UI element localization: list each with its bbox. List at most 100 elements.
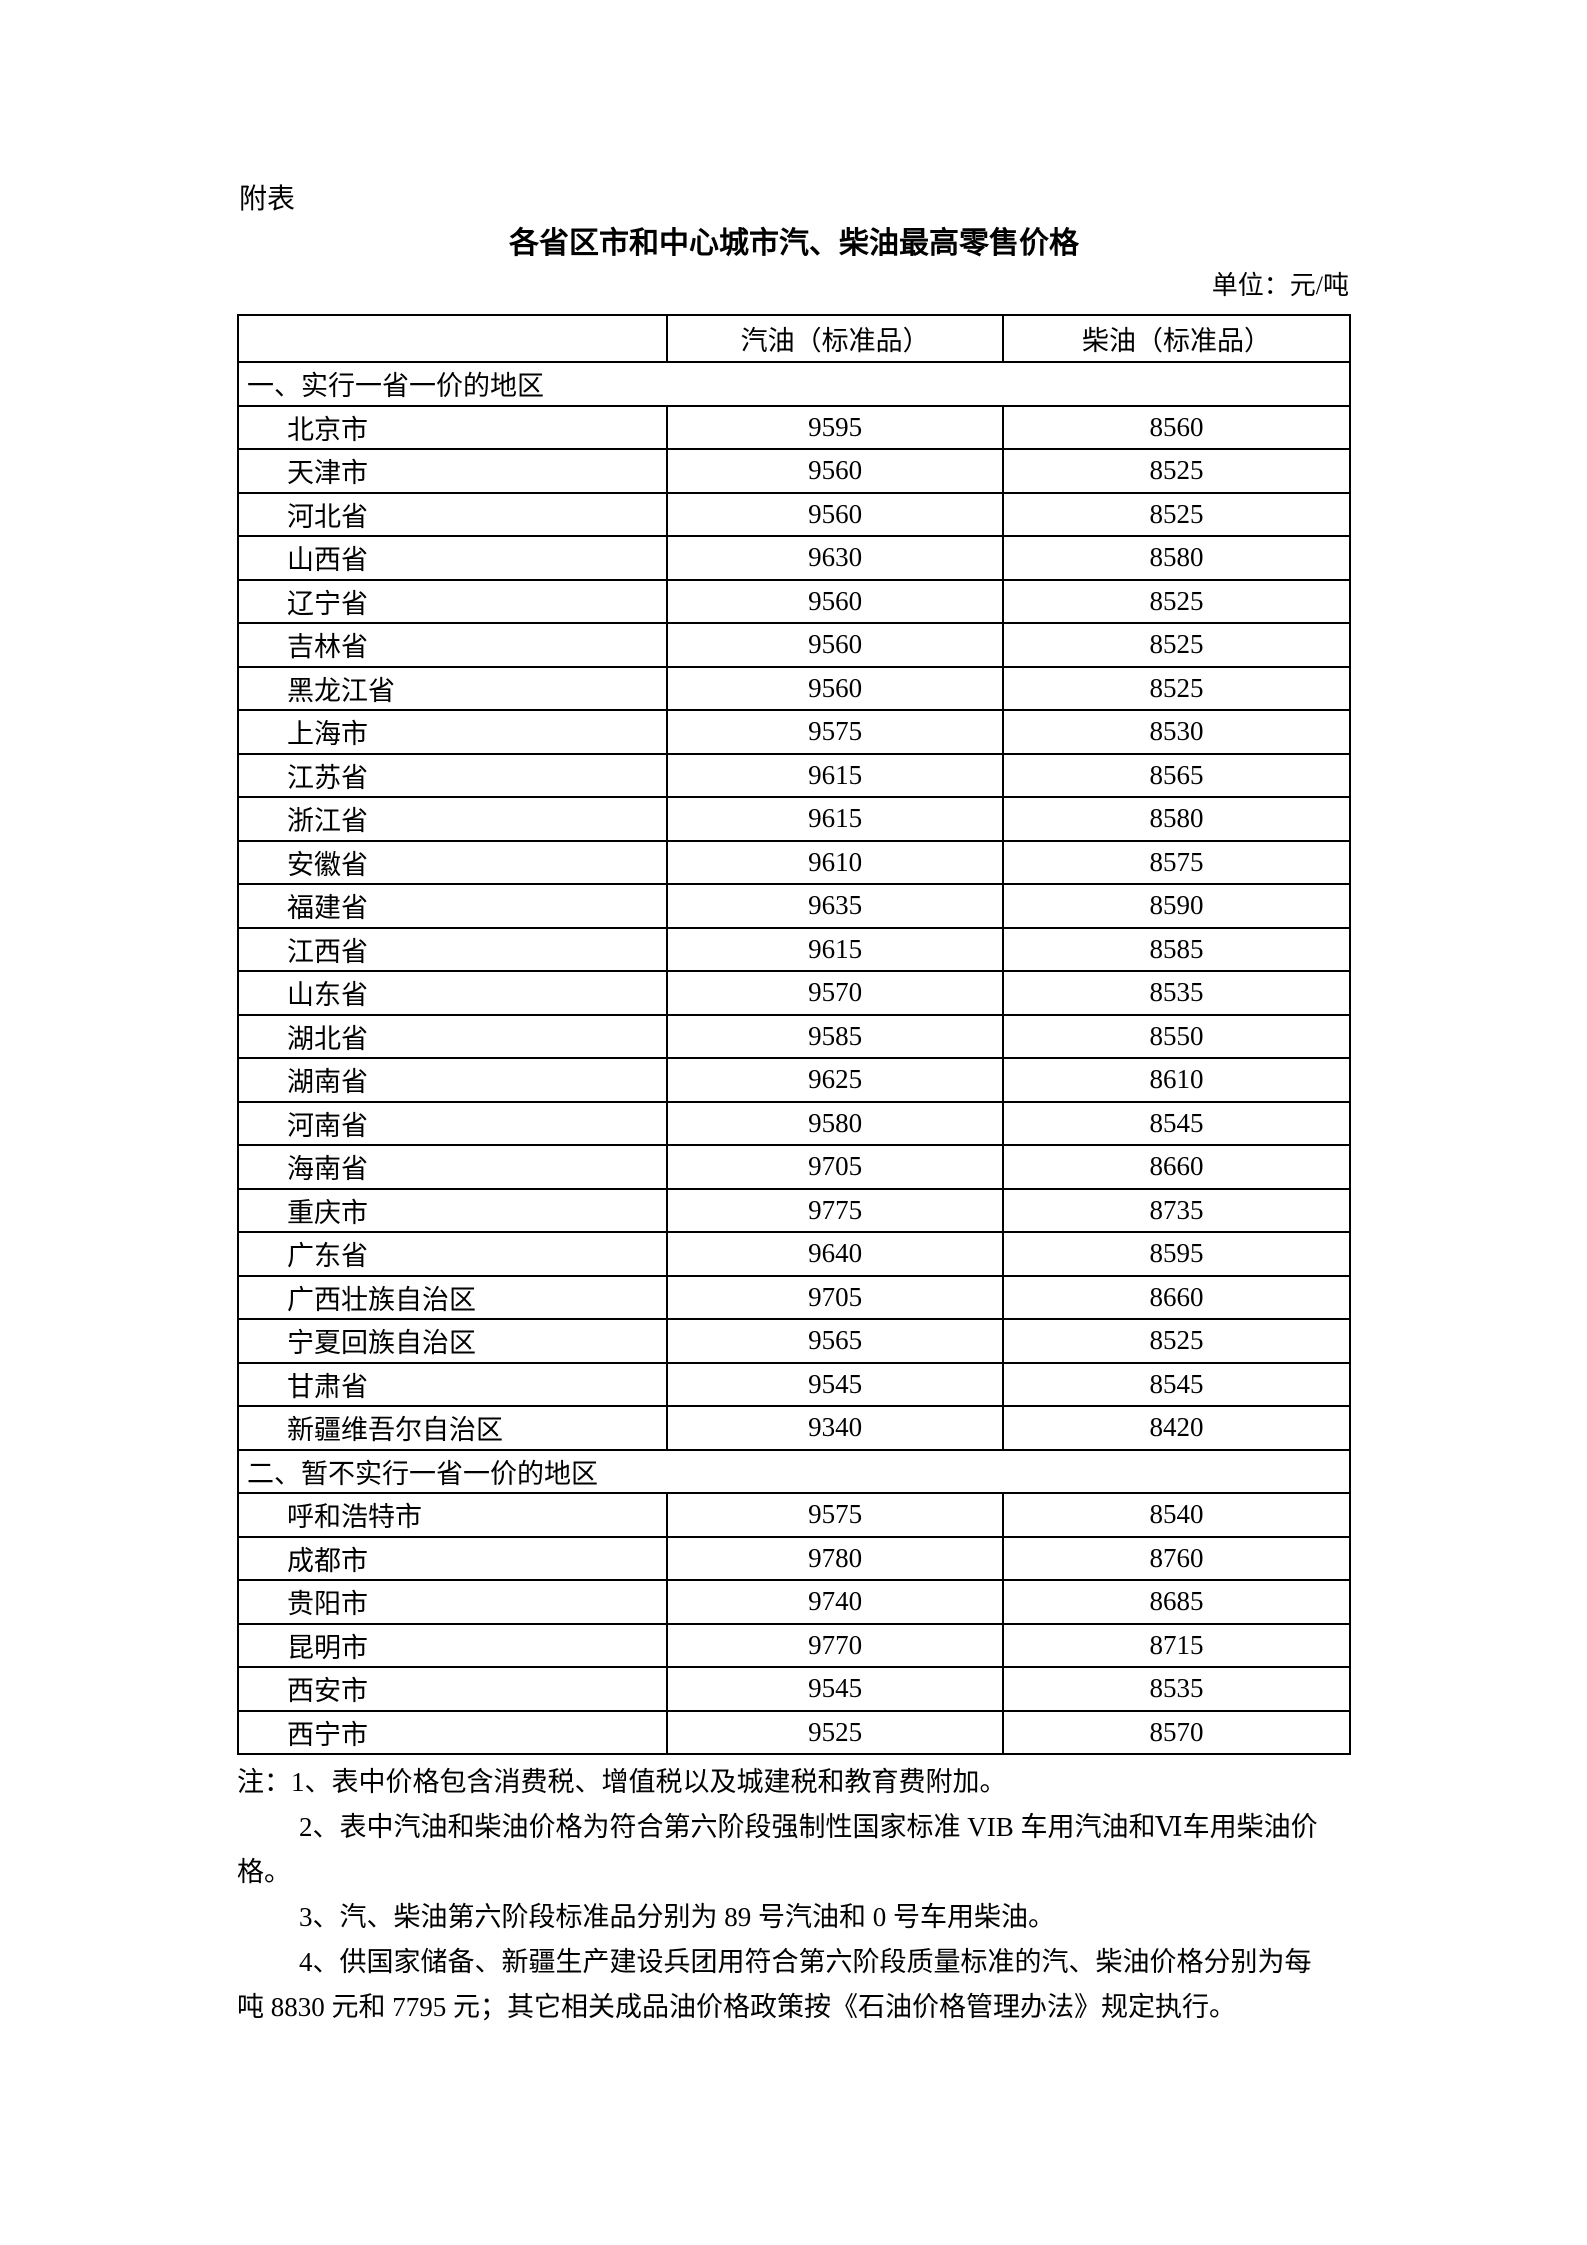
gasoline-price: 9770 [666, 1622, 1005, 1668]
diesel-price: 8525 [1002, 448, 1351, 494]
region-name: 吉林省 [236, 622, 669, 668]
table-row: 贵阳市 9740 8685 [236, 1579, 1351, 1625]
gasoline-price: 9560 [666, 578, 1005, 624]
table-row: 新疆维吾尔自治区 9340 8420 [236, 1405, 1351, 1451]
table-row: 江苏省 9615 8565 [236, 752, 1351, 798]
region-name: 广东省 [236, 1231, 669, 1277]
region-name: 湖北省 [236, 1013, 669, 1059]
diesel-price: 8760 [1002, 1535, 1351, 1581]
table-row: 江西省 9615 8585 [236, 926, 1351, 972]
gasoline-price: 9615 [666, 796, 1005, 842]
page-title: 各省区市和中心城市汽、柴油最高零售价格 [509, 227, 1079, 260]
diesel-price: 8525 [1002, 665, 1351, 711]
table-row: 安徽省 9610 8575 [236, 839, 1351, 885]
gasoline-price: 9630 [666, 535, 1005, 581]
gasoline-price: 9625 [666, 1057, 1005, 1103]
table-row: 海南省 9705 8660 [236, 1144, 1351, 1190]
gasoline-price: 9560 [666, 448, 1005, 494]
table-row: 广西壮族自治区 9705 8660 [236, 1274, 1351, 1320]
diesel-price: 8420 [1002, 1405, 1351, 1451]
table-row: 天津市 9560 8525 [236, 448, 1351, 494]
gasoline-price: 9560 [666, 491, 1005, 537]
diesel-price: 8735 [1002, 1187, 1351, 1233]
table-row: 吉林省 9560 8525 [236, 622, 1351, 668]
gasoline-column-header: 汽油（标准品） [666, 314, 1005, 363]
region-name: 山东省 [236, 970, 669, 1016]
table-row: 山西省 9630 8580 [236, 535, 1351, 581]
gasoline-price: 9610 [666, 839, 1005, 885]
diesel-price: 8575 [1002, 839, 1351, 885]
table-row: 宁夏回族自治区 9565 8525 [236, 1318, 1351, 1364]
section-header-row: 一、实行一省一价的地区 [237, 361, 1351, 407]
region-name: 天津市 [236, 448, 669, 494]
footnotes: 注：1、表中价格包含消费税、增值税以及城建税和教育费附加。 2、表中汽油和柴油价格… [237, 1760, 1377, 2030]
table-row: 福建省 9635 8590 [236, 883, 1351, 929]
diesel-price: 8545 [1002, 1361, 1351, 1407]
gasoline-price: 9640 [666, 1231, 1005, 1277]
diesel-price: 8595 [1002, 1231, 1351, 1277]
diesel-price: 8590 [1002, 883, 1351, 929]
table-row: 湖南省 9625 8610 [236, 1057, 1351, 1103]
region-name: 浙江省 [236, 796, 669, 842]
footnote-line: 4、供国家储备、新疆生产建设兵团用符合第六阶段质量标准的汽、柴油价格分别为每 [299, 1947, 1312, 1977]
diesel-price: 8525 [1002, 578, 1351, 624]
section-title: 二、暂不实行一省一价的地区 [237, 1448, 1351, 1494]
table-row: 湖北省 9585 8550 [236, 1013, 1351, 1059]
region-name: 江西省 [236, 926, 669, 972]
region-name: 海南省 [236, 1144, 669, 1190]
diesel-price: 8660 [1002, 1144, 1351, 1190]
diesel-price: 8570 [1002, 1709, 1351, 1755]
gasoline-price: 9705 [666, 1274, 1005, 1320]
region-name: 甘肃省 [236, 1361, 669, 1407]
footnote-line: 注：1、表中价格包含消费税、增值税以及城建税和教育费附加。 [237, 1767, 1007, 1797]
region-name: 辽宁省 [236, 578, 669, 624]
diesel-column-header: 柴油（标准品） [1002, 314, 1351, 363]
region-name: 黑龙江省 [236, 665, 669, 711]
gasoline-price: 9565 [666, 1318, 1005, 1364]
section-title: 一、实行一省一价的地区 [237, 361, 1351, 407]
diesel-price: 8585 [1002, 926, 1351, 972]
table-row: 重庆市 9775 8735 [236, 1187, 1351, 1233]
table-row: 河南省 9580 8545 [236, 1100, 1351, 1146]
region-column-header [236, 314, 669, 363]
diesel-price: 8560 [1002, 404, 1351, 450]
table-row: 呼和浩特市 9575 8540 [236, 1492, 1351, 1538]
gasoline-price: 9525 [666, 1709, 1005, 1755]
table-row: 成都市 9780 8760 [236, 1535, 1351, 1581]
diesel-price: 8580 [1002, 796, 1351, 842]
region-name: 宁夏回族自治区 [236, 1318, 669, 1364]
region-name: 北京市 [236, 404, 669, 450]
table-row: 甘肃省 9545 8545 [236, 1361, 1351, 1407]
gasoline-price: 9705 [666, 1144, 1005, 1190]
region-name: 安徽省 [236, 839, 669, 885]
gasoline-price: 9780 [666, 1535, 1005, 1581]
diesel-price: 8565 [1002, 752, 1351, 798]
footnote-line: 3、汽、柴油第六阶段标准品分别为 89 号汽油和 0 号车用柴油。 [299, 1902, 1055, 1932]
diesel-price: 8535 [1002, 1666, 1351, 1712]
diesel-price: 8715 [1002, 1622, 1351, 1668]
region-name: 河北省 [236, 491, 669, 537]
region-name: 西宁市 [236, 1709, 669, 1755]
table-row: 西安市 9545 8535 [236, 1666, 1351, 1712]
gasoline-price: 9575 [666, 709, 1005, 755]
gasoline-price: 9570 [666, 970, 1005, 1016]
footnote-line: 2、表中汽油和柴油价格为符合第六阶段强制性国家标准 VIB 车用汽油和Ⅵ车用柴油… [299, 1812, 1318, 1842]
unit-label: 单位：元/吨 [1211, 271, 1349, 300]
gasoline-price: 9615 [666, 926, 1005, 972]
diesel-price: 8550 [1002, 1013, 1351, 1059]
diesel-price: 8525 [1002, 622, 1351, 668]
diesel-price: 8535 [1002, 970, 1351, 1016]
region-name: 重庆市 [236, 1187, 669, 1233]
section-header-row: 二、暂不实行一省一价的地区 [237, 1448, 1351, 1494]
table-row: 昆明市 9770 8715 [236, 1622, 1351, 1668]
table-row: 山东省 9570 8535 [236, 970, 1351, 1016]
table-row: 北京市 9595 8560 [236, 404, 1351, 450]
gasoline-price: 9615 [666, 752, 1005, 798]
gasoline-price: 9775 [666, 1187, 1005, 1233]
gasoline-price: 9595 [666, 404, 1005, 450]
attachment-label: 附表 [239, 184, 296, 215]
gasoline-price: 9580 [666, 1100, 1005, 1146]
region-name: 广西壮族自治区 [236, 1274, 669, 1320]
region-name: 江苏省 [236, 752, 669, 798]
table-row: 西宁市 9525 8570 [236, 1709, 1351, 1755]
